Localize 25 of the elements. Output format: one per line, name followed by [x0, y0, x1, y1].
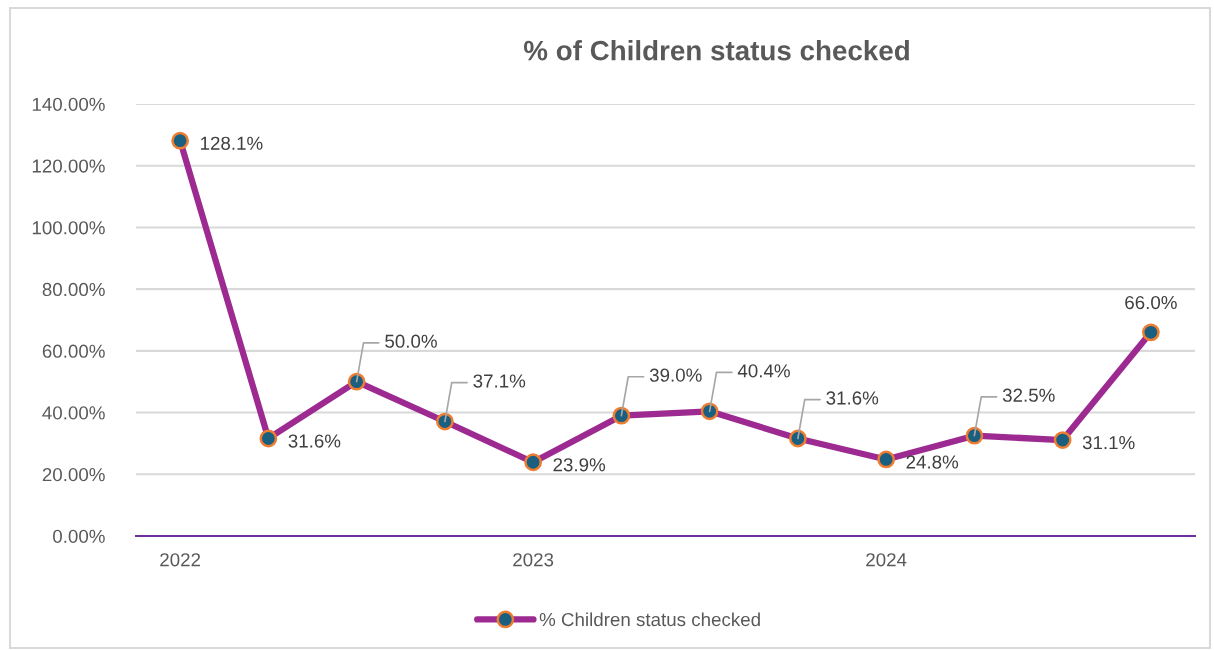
data-label: 40.4% [737, 364, 790, 378]
y-tick-label: 140.00% [32, 97, 105, 111]
data-label: 66.0% [1125, 295, 1177, 310]
x-tick-label: 2024 [866, 553, 907, 567]
y-tick-label: 60.00% [42, 344, 105, 358]
data-label: 31.6% [288, 434, 341, 448]
data-label: 31.1% [1082, 435, 1135, 450]
data-label: 24.8% [906, 455, 959, 469]
y-tick-label: 20.00% [42, 467, 105, 482]
x-tick-label: 2023 [513, 553, 554, 567]
y-tick-label: 40.00% [42, 406, 105, 420]
data-label: 128.1% [201, 136, 263, 150]
data-label: 31.6% [826, 391, 879, 405]
data-label: 37.1% [473, 374, 526, 388]
y-tick-label: 100.00% [32, 221, 105, 235]
y-tick-label: 80.00% [42, 282, 105, 297]
y-tick-label: 0.00% [53, 529, 105, 543]
data-label: 32.5% [1002, 388, 1055, 402]
data-label: 23.9% [553, 458, 606, 472]
legend-label: % Children status checked [539, 612, 760, 627]
data-label: 50.0% [385, 334, 437, 348]
data-label: 39.0% [649, 368, 702, 382]
x-tick-label: 2022 [160, 553, 201, 567]
y-tick-label: 120.00% [32, 159, 105, 173]
chart-title: % of Children status checked [523, 40, 909, 61]
